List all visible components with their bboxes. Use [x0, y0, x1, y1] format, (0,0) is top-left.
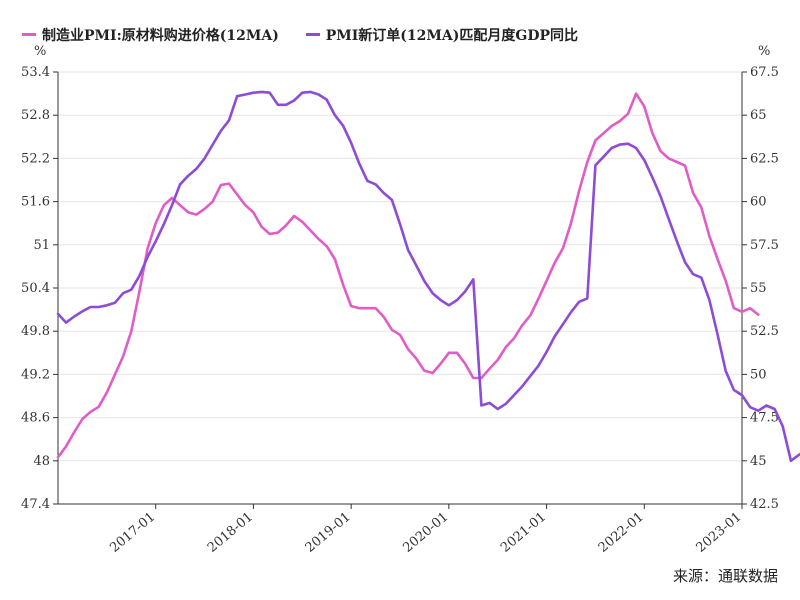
- left-tick-label: 49.8: [21, 324, 50, 339]
- right-tick-label: 60: [750, 195, 767, 210]
- legend-swatch-purple: [305, 33, 320, 36]
- left-tick-label: 49.2: [21, 367, 50, 382]
- x-tick-label: 2020-01: [400, 510, 451, 556]
- legend-swatch-pink: [22, 33, 36, 36]
- legend-item-raw-material-price[interactable]: 制造业PMI:原材料购进价格(12MA): [22, 25, 279, 45]
- left-tick-label: 50.4: [21, 281, 50, 296]
- left-tick-label: 47.4: [21, 497, 50, 512]
- x-tick-label: 2019-01: [303, 510, 354, 556]
- right-tick-label: 67.5: [750, 65, 779, 80]
- source-note: 来源：通联数据: [672, 567, 778, 585]
- legend: 制造业PMI:原材料购进价格(12MA) PMI新订单(12MA)匹配月度GDP…: [22, 24, 600, 45]
- x-tick-label: 2018-01: [205, 510, 256, 556]
- right-tick-label: 42.5: [750, 497, 779, 512]
- series-lines: [56, 90, 800, 463]
- left-axis-unit: %: [34, 44, 47, 59]
- legend-label: 制造业PMI:原材料购进价格(12MA): [42, 27, 279, 44]
- right-tick-label: 45: [750, 454, 767, 469]
- left-tick-label: 52.2: [21, 151, 50, 166]
- right-tick-label: 65: [750, 108, 767, 123]
- right-tick-label: 52.5: [750, 324, 779, 339]
- series-line-new-orders: [56, 90, 800, 463]
- right-tick-label: 47.5: [750, 411, 779, 426]
- right-tick-label: 55: [750, 281, 767, 296]
- right-axis-unit: %: [758, 44, 771, 59]
- x-tick-label: 2017-01: [107, 510, 158, 556]
- series-line-raw-material-price: [56, 92, 760, 459]
- gridlines: [58, 71, 742, 505]
- right-tick-label: 50: [750, 367, 767, 382]
- right-tick-label: 57.5: [750, 238, 779, 253]
- right-tick-label: 62.5: [750, 151, 779, 166]
- left-tick-label: 52.8: [21, 108, 50, 123]
- legend-item-new-orders[interactable]: PMI新订单(12MA)匹配月度GDP同比: [305, 25, 579, 45]
- left-tick-label: 51: [33, 238, 50, 253]
- left-tick-label: 48.6: [21, 411, 50, 426]
- legend-label: PMI新订单(12MA)匹配月度GDP同比: [325, 27, 579, 44]
- x-tick-label: 2023-01: [694, 510, 745, 556]
- x-tick-label: 2021-01: [498, 510, 549, 556]
- x-tick-label: 2022-01: [596, 510, 647, 556]
- left-tick-label: 53.4: [21, 65, 50, 80]
- left-tick-label: 48: [33, 454, 50, 469]
- left-tick-label: 51.6: [21, 195, 50, 210]
